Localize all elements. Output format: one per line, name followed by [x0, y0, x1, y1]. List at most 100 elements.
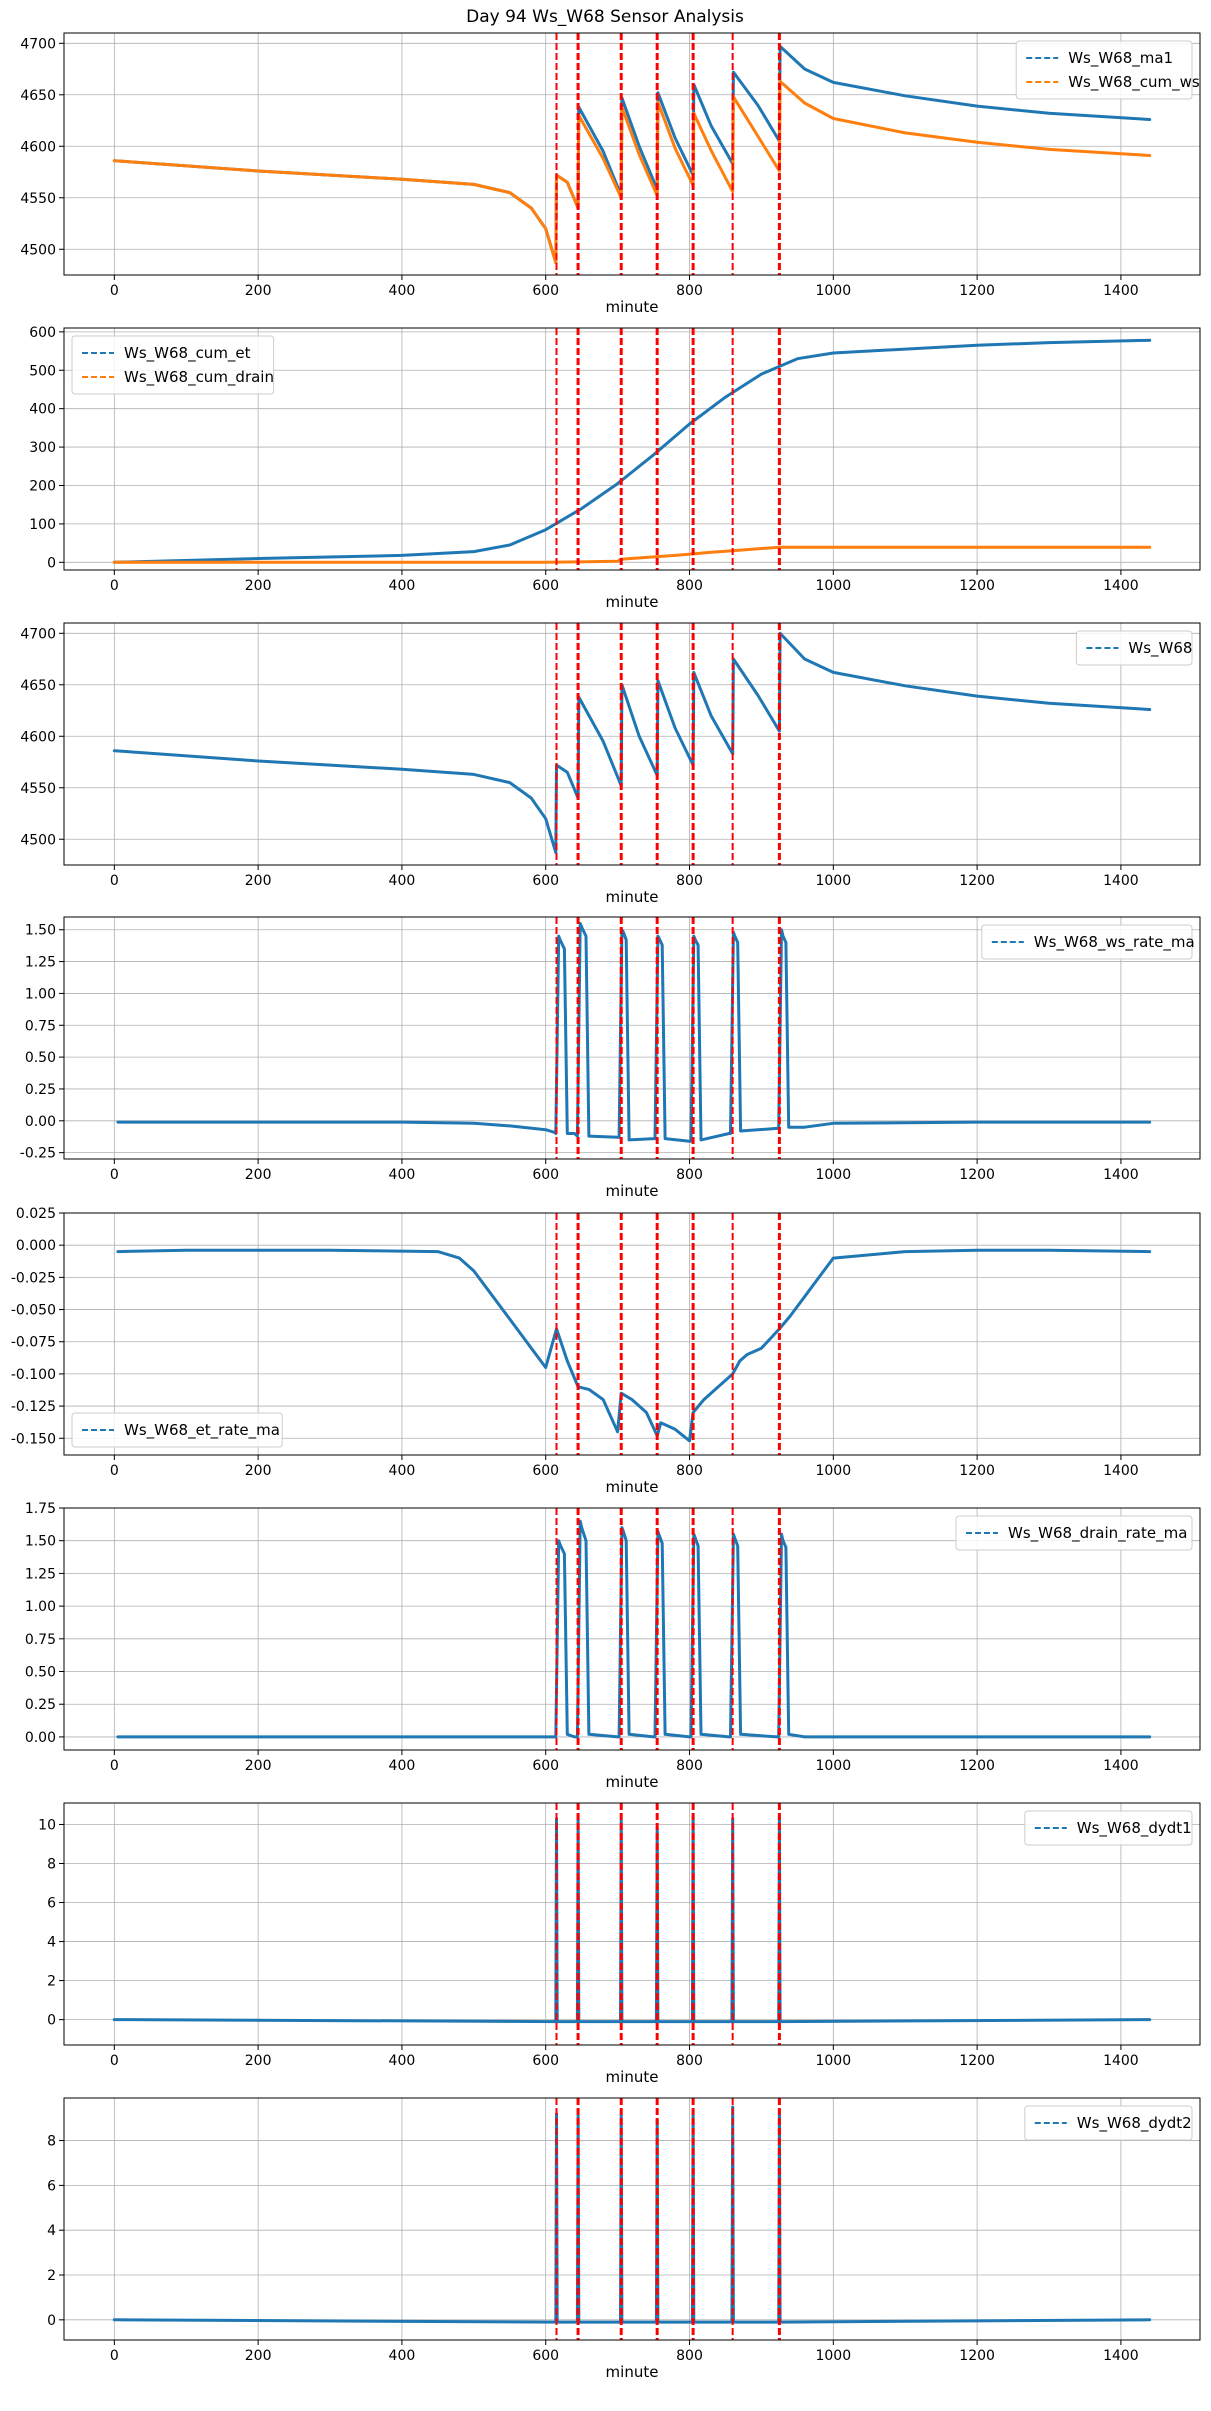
y-tick-label: 4500 [20, 832, 56, 848]
x-tick-label: 600 [532, 2053, 559, 2069]
x-tick-label: 1000 [815, 578, 851, 594]
y-tick-label: 600 [29, 325, 56, 341]
x-tick-label: 1000 [815, 1758, 851, 1774]
legend-label: Ws_W68_dydt2 [1077, 2114, 1192, 2133]
subplot-3: 0 200 400 600 800 1000 1200 1400 minute 4500 4550 4… [20, 622, 1201, 906]
subplot-7: 0 200 400 600 800 1000 1200 1400 minute 0 2 4 6 8 10 Ws… [38, 1802, 1201, 2086]
y-tick-label: 2 [47, 2268, 56, 2284]
y-tick-label: 0.50 [25, 1050, 56, 1066]
subplot-4: 0 200 400 600 800 1000 1200 1400 minute -0.25 0.00… [20, 916, 1201, 1200]
series-line-ws-w68-cum-et [112, 338, 1152, 564]
x-tick-label: 0 [110, 1167, 119, 1183]
y-tick-label: 2 [47, 1974, 56, 1990]
x-tick-label: 1400 [1103, 873, 1139, 889]
x-tick-label: 800 [676, 873, 703, 889]
x-tick-label: 400 [389, 283, 416, 299]
x-tick-label: 200 [245, 1758, 272, 1774]
legend: Ws_W68 [1075, 630, 1193, 666]
y-tick-label: 4700 [20, 626, 56, 642]
x-tick-label: 1200 [959, 873, 995, 889]
x-tick-label: 1400 [1103, 1167, 1139, 1183]
axes-frame [63, 622, 1201, 866]
x-axis-label: minute [606, 888, 659, 906]
figure-title: Day 94 Ws_W68 Sensor Analysis [466, 7, 744, 27]
series-group [116, 1248, 1152, 1443]
axes-frame [63, 327, 1201, 571]
y-tick-label: 8 [47, 2134, 56, 2150]
y-tick-label: 400 [29, 402, 56, 418]
x-axis-label: minute [606, 1182, 659, 1200]
legend-box [955, 1515, 1193, 1551]
legend: Ws_W68_ma1 Ws_W68_cum_ws [1015, 40, 1200, 100]
y-tick-label: 0.000 [16, 1238, 56, 1254]
x-axis-label: minute [606, 298, 659, 316]
x-tick-label: 1000 [815, 873, 851, 889]
x-tick-label: 800 [676, 1167, 703, 1183]
y-tick-label: -0.150 [11, 1431, 56, 1447]
x-tick-label: 1000 [815, 2348, 851, 2364]
y-tick-label: 4 [47, 1935, 56, 1951]
legend-label: Ws_W68_cum_drain [124, 368, 274, 387]
x-tick-label: 200 [245, 1463, 272, 1479]
y-tick-label: 200 [29, 478, 56, 494]
x-tick-label: 800 [676, 1758, 703, 1774]
y-tick-label: 1.25 [25, 1566, 56, 1582]
series-group [112, 338, 1152, 564]
legend-label: Ws_W68_cum_ws [1068, 73, 1200, 92]
x-tick-label: 1400 [1103, 2053, 1139, 2069]
x-tick-label: 600 [532, 283, 559, 299]
x-tick-label: 200 [245, 283, 272, 299]
y-tick-label: 0.25 [25, 1082, 56, 1098]
y-tick-label: 0.025 [16, 1206, 56, 1222]
y-tick-label: 0.50 [25, 1665, 56, 1681]
y-tick-label: 4600 [20, 729, 56, 745]
subplot-8: 0 200 400 600 800 1000 1200 1400 minute 0 2 4 6 8 Ws_W… [47, 2097, 1201, 2381]
x-tick-label: 1000 [815, 1167, 851, 1183]
x-tick-label: 1200 [959, 2053, 995, 2069]
subplot-2: 0 200 400 600 800 1000 1200 1400 minute 0 100 200 30… [29, 325, 1201, 611]
x-tick-label: 800 [676, 1463, 703, 1479]
x-tick-label: 0 [110, 1758, 119, 1774]
y-tick-label: 4650 [20, 88, 56, 104]
y-tick-label: 0 [47, 2013, 56, 2029]
x-tick-label: 0 [110, 873, 119, 889]
axes-frame [63, 1507, 1201, 1751]
x-axis-label: minute [606, 2363, 659, 2381]
x-tick-label: 400 [389, 1463, 416, 1479]
x-tick-label: 0 [110, 2053, 119, 2069]
y-tick-label: 1.75 [25, 1501, 56, 1517]
y-tick-label: 1.25 [25, 955, 56, 971]
y-tick-label: -0.125 [11, 1399, 56, 1415]
x-tick-label: 600 [532, 578, 559, 594]
x-tick-label: 600 [532, 873, 559, 889]
x-tick-label: 200 [245, 1167, 272, 1183]
y-tick-label: 4600 [20, 139, 56, 155]
legend: Ws_W68_dydt2 [1024, 2105, 1193, 2141]
y-tick-label: -0.025 [11, 1270, 56, 1286]
y-tick-label: 4650 [20, 678, 56, 694]
y-tick-label: 10 [38, 1817, 56, 1833]
x-tick-label: 1400 [1103, 578, 1139, 594]
y-tick-label: 1.00 [25, 1599, 56, 1615]
x-tick-label: 400 [389, 1758, 416, 1774]
x-tick-label: 400 [389, 2053, 416, 2069]
axes-frame [63, 1802, 1201, 2046]
legend-label: Ws_W68_dydt1 [1077, 1819, 1192, 1838]
y-tick-label: -0.075 [11, 1335, 56, 1351]
x-tick-label: 1400 [1103, 1758, 1139, 1774]
x-tick-label: 1200 [959, 2348, 995, 2364]
x-tick-label: 1000 [815, 2053, 851, 2069]
series-group [116, 1519, 1152, 1739]
legend-box [1024, 2105, 1193, 2141]
y-tick-label: 0.75 [25, 1018, 56, 1034]
x-tick-label: 0 [110, 1463, 119, 1479]
x-tick-label: 400 [389, 873, 416, 889]
legend-box [71, 1412, 283, 1448]
legend-label: Ws_W68_drain_rate_ma [1008, 1524, 1187, 1543]
x-tick-label: 800 [676, 578, 703, 594]
x-tick-label: 0 [110, 283, 119, 299]
y-tick-label: 0.00 [25, 1114, 56, 1130]
legend-box [71, 335, 275, 395]
x-tick-label: 200 [245, 2348, 272, 2364]
y-tick-label: 1.50 [25, 923, 56, 939]
